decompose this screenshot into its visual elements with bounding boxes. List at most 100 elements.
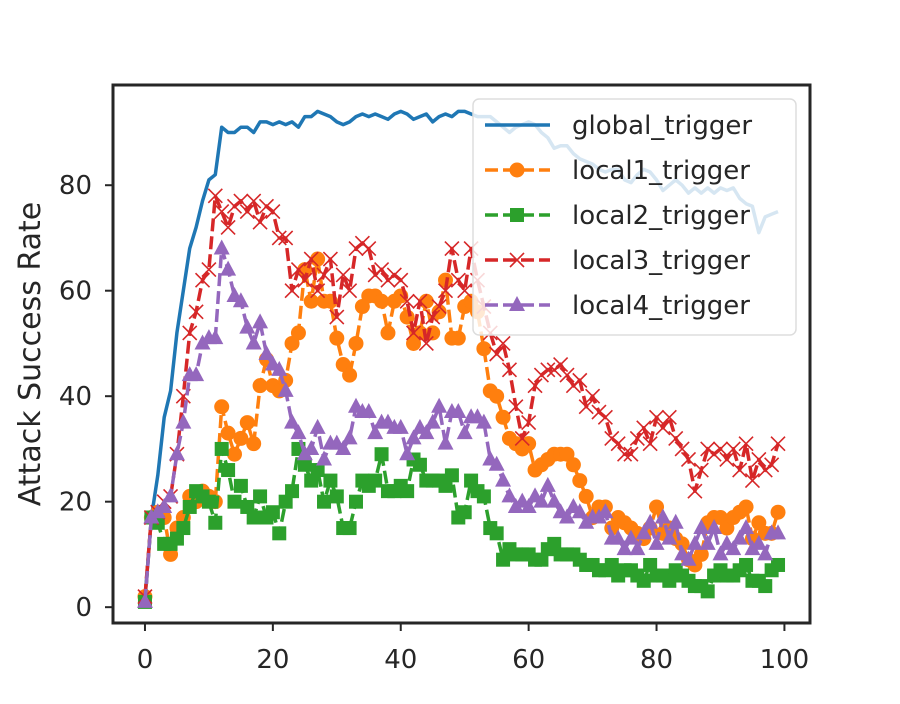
plot-area <box>136 109 787 609</box>
data-point-local3_trigger <box>616 446 633 462</box>
data-point-local2_trigger <box>246 510 261 525</box>
data-point-local3_trigger <box>642 436 658 452</box>
data-point-local4_trigger <box>629 540 646 556</box>
data-point-local3_trigger <box>585 388 601 404</box>
data-point-local1_trigger <box>495 409 511 425</box>
data-point-local4_trigger <box>520 497 537 513</box>
data-point-local2_trigger <box>739 557 754 572</box>
data-point-local3_trigger <box>297 272 313 288</box>
data-point-local1_trigger <box>303 293 319 309</box>
data-point-local3_trigger <box>265 204 281 220</box>
data-point-local2_trigger <box>700 584 715 599</box>
x-tick-label: 100 <box>760 645 810 675</box>
data-point-local1_trigger <box>252 378 268 394</box>
data-point-local1_trigger <box>374 293 390 309</box>
data-point-local2_trigger <box>323 473 338 488</box>
data-point-local3_trigger <box>233 193 249 209</box>
axis-ticks: 0 20 40 60 80 100 0 20 40 60 80 <box>59 171 809 675</box>
data-point-local3_trigger <box>214 204 230 220</box>
data-point-local1_trigger <box>220 425 236 441</box>
data-point-local4_trigger <box>725 540 742 556</box>
data-point-local4_trigger <box>309 418 326 434</box>
legend-marker <box>509 252 525 268</box>
data-point-local3_trigger <box>521 415 537 431</box>
data-point-local3_trigger <box>374 262 390 278</box>
x-tick-label: 0 <box>137 645 154 675</box>
data-point-local3_trigger <box>687 483 703 499</box>
data-point-local4_trigger <box>571 503 588 519</box>
data-point-local1_trigger <box>565 457 581 473</box>
data-point-local4_trigger <box>168 445 185 461</box>
data-point-local4_trigger <box>220 260 237 276</box>
x-tick-label: 60 <box>512 645 545 675</box>
data-point-local1_trigger <box>770 504 786 520</box>
data-point-local4_trigger <box>136 592 153 608</box>
data-point-local4_trigger <box>546 492 563 508</box>
legend-label: local4_trigger <box>572 291 750 321</box>
data-point-local2_trigger <box>444 468 459 483</box>
data-point-local4_trigger <box>252 313 269 329</box>
data-point-local3_trigger <box>578 399 594 415</box>
data-point-local3_trigger <box>553 356 569 373</box>
data-point-local3_trigger <box>444 240 460 257</box>
data-point-local2_trigger <box>636 573 651 588</box>
data-point-local2_trigger <box>208 515 223 530</box>
y-tick-label: 80 <box>59 171 92 201</box>
data-point-local2_trigger <box>662 573 677 588</box>
data-point-local3_trigger <box>450 272 466 288</box>
data-point-local3_trigger <box>501 362 518 378</box>
data-point-local4_trigger <box>399 445 416 461</box>
data-point-local2_trigger <box>227 494 242 509</box>
data-point-local4_trigger <box>706 519 723 535</box>
data-point-local4_trigger <box>495 471 512 487</box>
data-point-local4_trigger <box>290 424 307 440</box>
y-tick-label: 40 <box>59 382 92 412</box>
data-point-local3_trigger <box>655 420 671 436</box>
data-point-local2_trigger <box>285 484 300 499</box>
data-point-local3_trigger <box>303 251 319 267</box>
data-point-local4_trigger <box>450 403 467 419</box>
plot-frame <box>111 83 812 625</box>
data-point-local4_trigger <box>597 503 614 519</box>
data-point-local3_trigger <box>738 436 754 452</box>
data-point-local2_trigger <box>272 526 287 541</box>
data-point-local4_trigger <box>232 292 249 308</box>
data-point-local4_trigger <box>642 513 659 529</box>
data-point-local3_trigger <box>744 473 761 489</box>
data-point-local1_trigger <box>380 325 396 341</box>
data-point-local4_trigger <box>533 492 550 508</box>
data-point-local4_trigger <box>731 529 748 545</box>
data-point-local4_trigger <box>367 424 384 440</box>
data-point-local4_trigger <box>284 413 301 429</box>
data-point-local2_trigger <box>304 473 319 488</box>
data-point-local2_trigger <box>329 489 344 504</box>
data-point-local3_trigger <box>194 272 211 288</box>
data-point-local3_trigger <box>239 204 255 220</box>
data-point-local3_trigger <box>418 335 434 352</box>
data-point-local4_trigger <box>616 540 633 556</box>
data-point-local3_trigger <box>508 399 524 415</box>
data-point-local4_trigger <box>750 534 767 550</box>
data-point-local3_trigger <box>431 298 447 315</box>
data-point-local4_trigger <box>770 524 787 540</box>
data-point-local4_trigger <box>456 424 473 440</box>
y-tick-label: 0 <box>75 593 92 623</box>
data-point-local3_trigger <box>719 451 735 468</box>
data-point-local3_trigger <box>188 304 204 320</box>
data-point-local3_trigger <box>322 251 338 267</box>
data-point-local2_trigger <box>310 463 325 478</box>
data-point-local3_trigger <box>329 309 345 325</box>
y-tick-label: 60 <box>59 277 92 307</box>
data-point-local4_trigger <box>303 439 320 455</box>
data-point-local2_trigger <box>604 557 619 572</box>
data-point-local4_trigger <box>175 413 192 429</box>
data-point-local2_trigger <box>176 521 191 536</box>
data-point-local2_trigger <box>297 457 312 472</box>
data-point-local3_trigger <box>540 362 556 378</box>
data-point-local3_trigger <box>393 272 409 288</box>
data-point-local1_trigger <box>489 388 505 404</box>
data-point-local3_trigger <box>335 267 351 283</box>
data-point-local3_trigger <box>271 230 287 246</box>
data-point-local2_trigger <box>368 473 383 488</box>
